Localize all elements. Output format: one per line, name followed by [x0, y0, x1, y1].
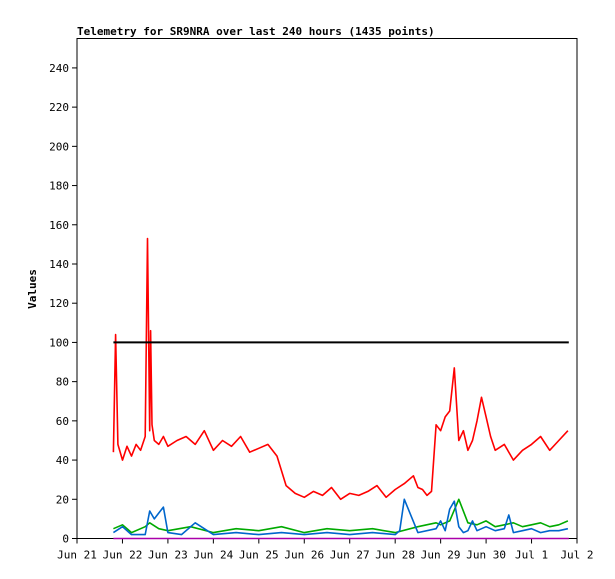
x-tick-label: Jun 27 — [330, 549, 370, 562]
x-tick-label: Jul 2 — [560, 549, 593, 562]
chart-title: Telemetry for SR9NRA over last 240 hours… — [77, 25, 435, 38]
y-tick-label: 220 — [49, 101, 69, 114]
x-tick-label: Jun 22 — [103, 549, 143, 562]
y-axis-label: Values — [26, 269, 39, 309]
series-line-3 — [112, 498, 569, 536]
series-line-0 — [112, 237, 569, 501]
x-tick-label: Jun 29 — [421, 549, 461, 562]
y-tick-label: 180 — [49, 180, 69, 193]
x-tick-label: Jun 25 — [239, 549, 279, 562]
x-tick-label: Jun 26 — [284, 549, 324, 562]
plot-frame — [76, 38, 578, 539]
y-axis: 0 20 40 60 80 100 120 140 160 180 200 220 240 — [49, 62, 77, 546]
y-tick-label: 20 — [56, 493, 69, 506]
x-tick-label: Jun 24 — [193, 549, 233, 562]
y-tick-label: 140 — [49, 258, 69, 271]
y-tick-label: 160 — [49, 219, 69, 232]
y-tick-label: 200 — [49, 140, 69, 153]
y-tick-label: 40 — [56, 454, 69, 467]
x-tick-label: Jun 21 — [57, 549, 97, 562]
y-tick-label: 80 — [56, 376, 69, 389]
series-layer — [112, 237, 569, 540]
y-tick-label: 0 — [62, 533, 69, 546]
x-axis: Jun 21 Jun 22 Jun 23 Jun 24 Jun 25 Jun 26 Jun … — [57, 538, 594, 562]
series-line-2 — [113, 498, 569, 534]
x-tick-label: Jun 30 — [466, 549, 506, 562]
x-tick-label: Jun 23 — [148, 549, 188, 562]
y-tick-label: 60 — [56, 415, 69, 428]
x-tick-label: Jun 28 — [375, 549, 415, 562]
y-tick-label: 100 — [49, 336, 69, 349]
x-tick-label: Jul 1 — [515, 549, 548, 562]
y-tick-label: 120 — [49, 297, 69, 310]
y-tick-label: 240 — [49, 62, 69, 75]
